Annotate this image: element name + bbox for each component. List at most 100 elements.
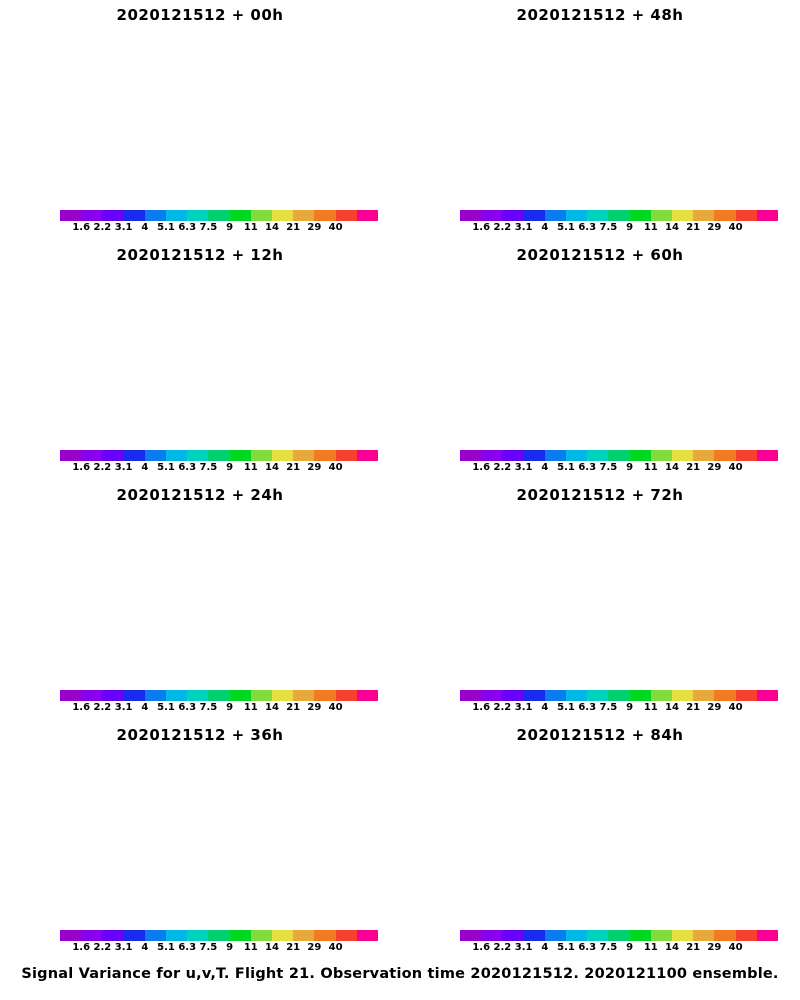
forecast-panel: 2020121512 + 36h 1.6 2.2 3.1 4 5.1 6.3 7.5 9 11 14…: [0, 720, 400, 962]
map-canvas: [408, 26, 792, 206]
colorbar-ticks: 1.6 2.2 3.1 4 5.1 6.3 7.5 9 11 14 21 29 40: [460, 942, 778, 958]
colorbar-segment-5: [166, 690, 188, 701]
map-canvas: [8, 746, 392, 926]
colorbar-segment-5: [566, 450, 588, 461]
colorbar-segment-6: [187, 930, 209, 941]
colorbar-gradient: [60, 930, 379, 941]
colorbar-segment-3: [523, 690, 545, 701]
colorbar-segment-9: [650, 690, 673, 701]
colorbar-tick-label: 29: [307, 942, 321, 953]
colorbar-tick-label: 21: [286, 222, 300, 233]
colorbar-gradient: [60, 210, 379, 221]
colorbar-segment-8: [629, 450, 651, 461]
colorbar-tick-label: 14: [665, 222, 679, 233]
colorbar-segment-3: [123, 690, 145, 701]
forecast-panel: 2020121512 + 00h 1.6 2.2 3.1 4 5.1 6.3 7.5 9 11 14…: [0, 0, 400, 240]
colorbar-segment-11: [293, 690, 315, 701]
panel-title: 2020121512 + 84h: [400, 726, 800, 744]
colorbar-tick-label: 7.5: [600, 222, 618, 233]
colorbar-ticks: 1.6 2.2 3.1 4 5.1 6.3 7.5 9 11 14 21 29 40: [460, 462, 778, 478]
colorbar-tick-label: 40: [729, 702, 743, 713]
colorbar-segment-12: [714, 210, 736, 221]
map-canvas: [8, 506, 392, 686]
colorbar-segment-13: [335, 450, 357, 461]
colorbar-segment-13: [735, 210, 757, 221]
colorbar-segment-0: [60, 690, 82, 701]
colorbar-tick-label: 11: [644, 462, 658, 473]
variance-map: [408, 266, 792, 446]
colorbar-segment-8: [229, 690, 251, 701]
colorbar-tick-label: 5.1: [557, 222, 575, 233]
colorbar-tick-label: 7.5: [600, 462, 618, 473]
colorbar-segment-12: [314, 210, 336, 221]
colorbar-segment-2: [502, 450, 524, 461]
colorbar-segment-5: [166, 450, 188, 461]
panel-title: 2020121512 + 72h: [400, 486, 800, 504]
variance-map: [8, 506, 392, 686]
colorbar-tick-label: 6.3: [578, 222, 596, 233]
colorbar-segment-8: [629, 210, 651, 221]
panel-title: 2020121512 + 48h: [400, 6, 800, 24]
colorbar-tick-label: 14: [265, 222, 279, 233]
colorbar-tick-label: 9: [226, 462, 233, 473]
colorbar-segment-7: [208, 450, 230, 461]
variance-map: [8, 26, 392, 206]
colorbar-tick-label: 6.3: [578, 462, 596, 473]
colorbar-tick-label: 9: [226, 702, 233, 713]
colorbar-segment-13: [735, 450, 757, 461]
colorbar-segment-7: [608, 690, 630, 701]
colorbar-segment-6: [587, 210, 609, 221]
colorbar-tick-label: 7.5: [200, 222, 218, 233]
variance-map: [408, 506, 792, 686]
forecast-panel: 2020121512 + 12h 1.6 2.2 3.1 4 5.1 6.3 7.5 9 11 14…: [0, 240, 400, 480]
colorbar-tick-label: 6.3: [178, 942, 196, 953]
colorbar-tick-label: 2.2: [494, 702, 512, 713]
colorbar-segment-13: [335, 690, 357, 701]
colorbar-tick-label: 11: [244, 702, 258, 713]
colorbar-segment-5: [566, 930, 588, 941]
variance-map: [8, 266, 392, 446]
colorbar: 1.6 2.2 3.1 4 5.1 6.3 7.5 9 11 14 21 29 40: [0, 448, 400, 482]
colorbar-tick-label: 3.1: [115, 222, 133, 233]
colorbar-tick-label: 1.6: [72, 222, 90, 233]
colorbar-segment-5: [166, 930, 188, 941]
colorbar-segment-13: [735, 690, 757, 701]
colorbar-segment-1: [81, 690, 103, 701]
colorbar-segment-14: [356, 690, 379, 701]
colorbar-segment-4: [544, 690, 567, 701]
colorbar-tick-label: 40: [329, 222, 343, 233]
colorbar-tick-label: 29: [707, 702, 721, 713]
colorbar-segment-7: [208, 930, 230, 941]
colorbar-tick-label: 14: [265, 462, 279, 473]
colorbar-segment-5: [166, 210, 188, 221]
colorbar-tick-label: 29: [307, 222, 321, 233]
colorbar-segment-3: [123, 210, 145, 221]
colorbar-tick-label: 2.2: [94, 222, 112, 233]
map-canvas: [408, 266, 792, 446]
colorbar-tick-label: 1.6: [72, 462, 90, 473]
colorbar-tick-label: 21: [286, 462, 300, 473]
colorbar-segment-7: [608, 210, 630, 221]
forecast-panel: 2020121512 + 24h 1.6 2.2 3.1 4 5.1 6.3 7.5 9 11 14…: [0, 480, 400, 720]
colorbar-segment-14: [356, 930, 379, 941]
forecast-panel: 2020121512 + 48h 1.6 2.2 3.1 4 5.1 6.3 7.5 9 11 14…: [400, 0, 800, 240]
colorbar-segment-0: [460, 690, 482, 701]
colorbar-segment-0: [460, 930, 482, 941]
colorbar-segment-3: [523, 450, 545, 461]
colorbar-segment-9: [650, 930, 673, 941]
colorbar-tick-label: 9: [226, 222, 233, 233]
colorbar-segment-13: [735, 930, 757, 941]
colorbar-tick-label: 2.2: [94, 462, 112, 473]
colorbar-tick-label: 29: [707, 462, 721, 473]
colorbar-tick-label: 11: [244, 222, 258, 233]
colorbar-tick-label: 29: [707, 222, 721, 233]
colorbar-segment-1: [481, 210, 503, 221]
colorbar-tick-label: 40: [329, 702, 343, 713]
colorbar-segment-6: [187, 690, 209, 701]
colorbar-tick-label: 40: [729, 462, 743, 473]
colorbar-tick-label: 29: [307, 702, 321, 713]
map-canvas: [408, 506, 792, 686]
colorbar-tick-label: 5.1: [557, 702, 575, 713]
colorbar-tick-label: 3.1: [115, 942, 133, 953]
